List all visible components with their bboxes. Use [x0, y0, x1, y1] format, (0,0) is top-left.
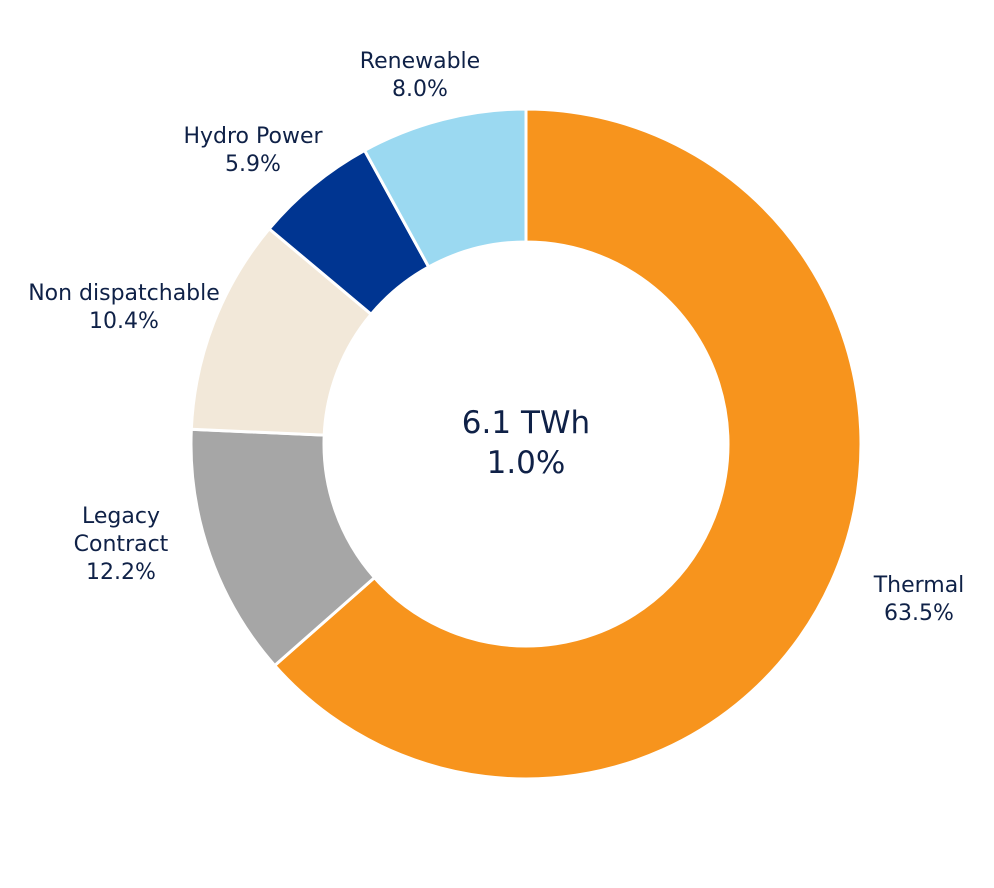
slice-thermal: [272, 107, 863, 781]
slice-value-label: 5.9%: [225, 152, 281, 177]
slice-label-thermal: Thermal 63.5%: [873, 573, 965, 626]
slice-label-non-dispatchable: Non dispatchable 10.4%: [28, 281, 220, 334]
slice-value-label: 8.0%: [392, 77, 448, 102]
slice-name-label: Non dispatchable: [28, 281, 220, 306]
slice-name-label: Thermal: [873, 573, 965, 598]
center-label-energy: 6.1 TWh: [462, 405, 590, 441]
slice-name-label: Renewable: [360, 49, 480, 74]
slice-value-label: 10.4%: [89, 309, 159, 334]
slice-renewable: [362, 107, 528, 270]
slice-name-label: Hydro Power: [183, 124, 323, 149]
slice-name-label: Contract: [74, 532, 169, 557]
slice-label-legacy-contract: Legacy Contract 12.2%: [74, 504, 169, 585]
slices-layer: [189, 107, 863, 781]
labels-layer: Thermal 63.5% Legacy Contract 12.2% Non dispa…: [28, 49, 964, 626]
slice-label-renewable: Renewable 8.0%: [360, 49, 480, 102]
slice-name-label: Legacy: [82, 504, 160, 529]
slice-value-label: 12.2%: [86, 560, 156, 585]
slice-label-hydro-power: Hydro Power 5.9%: [183, 124, 323, 177]
slice-value-label: 63.5%: [884, 601, 954, 626]
center-label-share: 1.0%: [487, 445, 566, 481]
